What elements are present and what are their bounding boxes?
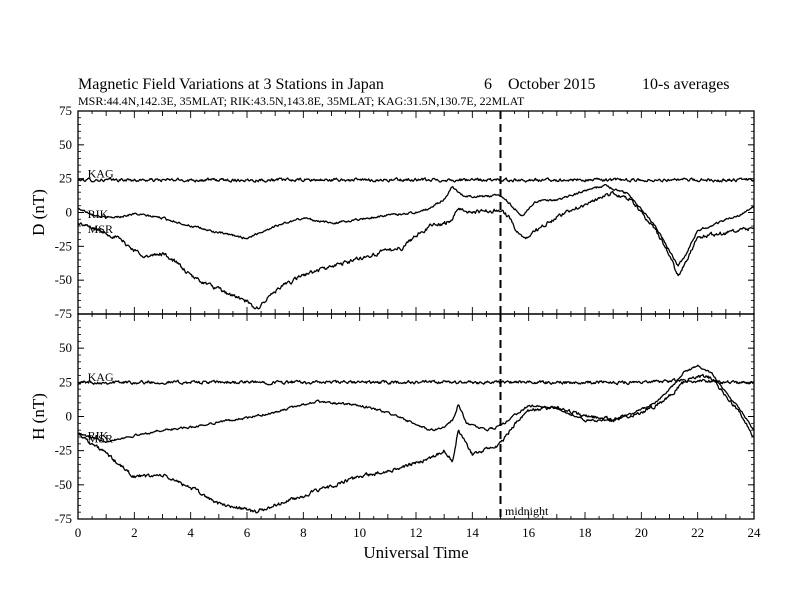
stations-subtitle: MSR:44.4N,142.3E, 35MLAT; RIK:43.5N,143.…: [78, 94, 525, 108]
x-tick-label: 0: [75, 525, 82, 540]
y-tick-label: -75: [55, 306, 72, 321]
date-day: 6: [484, 76, 492, 93]
date-month-year: October 2015: [508, 76, 596, 93]
x-tick-label: 4: [187, 525, 194, 540]
series-line-msr: [77, 373, 755, 514]
x-tick-label: 12: [410, 525, 423, 540]
y-tick-label: 75: [59, 103, 72, 118]
y-axis-label: D (nT): [29, 189, 48, 236]
x-tick-label: 10: [353, 525, 366, 540]
series-label-kag: KAG: [88, 166, 114, 180]
y-tick-label: 50: [59, 340, 72, 355]
series-label-kag: KAG: [88, 370, 114, 384]
figure-title: Magnetic Field Variations at 3 Stations …: [78, 76, 384, 93]
series-line-rik: [77, 183, 755, 267]
series-label-msr: MSR: [88, 431, 113, 445]
x-tick-label: 24: [748, 525, 762, 540]
series-line-kag: [77, 378, 755, 386]
series-label-rik: RIK: [88, 429, 109, 443]
y-tick-label: 50: [59, 137, 72, 152]
y-tick-label: -25: [55, 443, 72, 458]
x-tick-label: 14: [466, 525, 480, 540]
series-line-msr: [77, 190, 755, 310]
x-tick-label: 18: [579, 525, 592, 540]
midnight-annotation: midnight: [505, 504, 549, 518]
y-tick-label: 0: [66, 205, 73, 220]
x-tick-label: 22: [691, 525, 704, 540]
y-tick-label: -75: [55, 511, 72, 526]
x-axis-label: Universal Time: [363, 543, 468, 562]
series-line-rik: [77, 364, 755, 444]
x-tick-label: 20: [635, 525, 648, 540]
y-tick-label: -25: [55, 238, 72, 253]
y-tick-label: 0: [66, 409, 73, 424]
series-label-rik: RIK: [88, 207, 109, 221]
x-tick-label: 2: [131, 525, 138, 540]
series-label-msr: MSR: [88, 222, 113, 236]
y-tick-label: 25: [59, 171, 72, 186]
y-axis-label: H (nT): [29, 393, 48, 440]
plot-frame: [77, 313, 755, 520]
averaging-label: 10-s averages: [642, 76, 730, 93]
x-tick-label: 8: [300, 525, 307, 540]
y-tick-label: -50: [55, 477, 72, 492]
series-line-kag: [77, 177, 755, 183]
x-tick-label: 6: [244, 525, 251, 540]
y-tick-label: -50: [55, 272, 72, 287]
y-tick-label: 25: [59, 374, 72, 389]
x-tick-label: 16: [522, 525, 536, 540]
